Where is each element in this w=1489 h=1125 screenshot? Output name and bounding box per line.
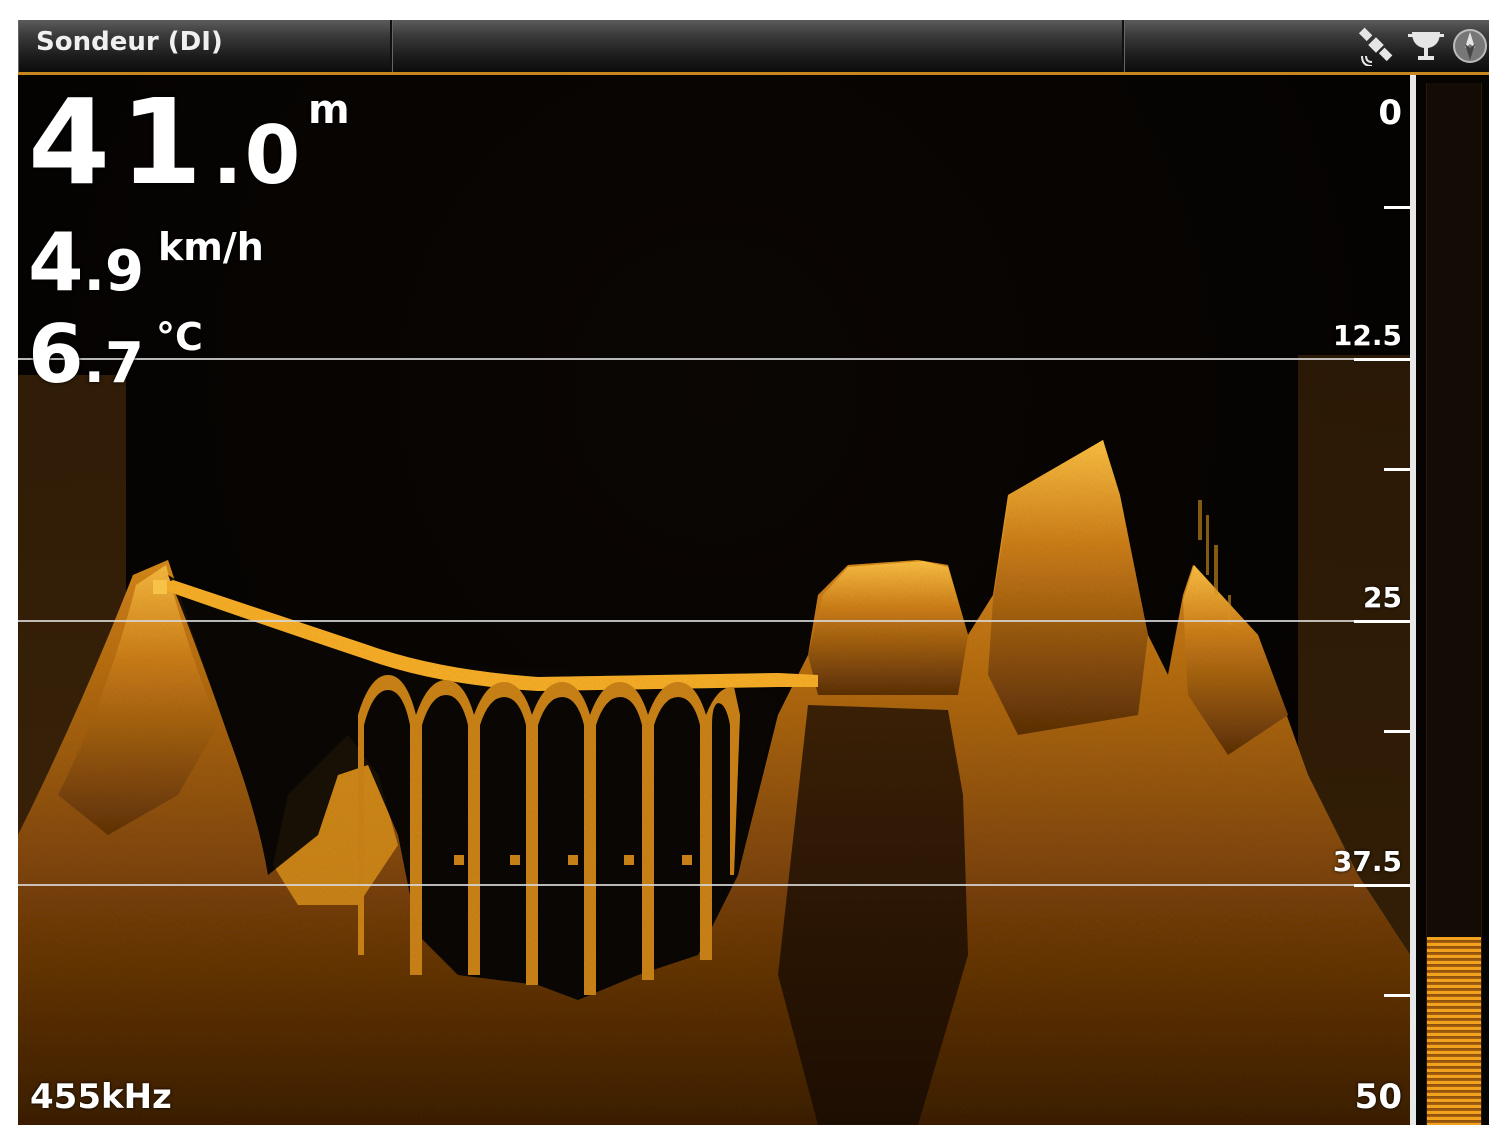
frequency-label: 455kHz (30, 1077, 172, 1117)
depth-scale-label: 37.5 (1332, 845, 1402, 878)
title-bar: Sondeur (DI) (18, 20, 1489, 75)
depth-value-dec: .0 (212, 109, 303, 202)
temperature-unit: °C (156, 315, 203, 359)
compass-icon (1453, 29, 1487, 63)
speed-value-int: 4 (28, 216, 84, 309)
speed-unit: km/h (158, 225, 264, 269)
sonar-device-screen: Sondeur (DI) (18, 20, 1489, 1125)
depth-value-int: 41 (28, 75, 213, 211)
gps-satellite-icon (1358, 27, 1393, 66)
depth-unit: m (308, 87, 350, 133)
depth-tick-major (1354, 884, 1410, 887)
depth-tick-major (1354, 358, 1410, 361)
speed-value-dec: .9 (83, 239, 144, 304)
signal-strength-track (1426, 83, 1482, 1125)
temperature-value-int: 6 (28, 308, 84, 401)
title-center-cell (392, 20, 1124, 72)
trophy-cup-icon (1408, 32, 1444, 60)
speed-readout: 4.9 (28, 223, 144, 312)
depth-tick-minor (1384, 994, 1410, 997)
sonar-display[interactable]: 41.0 m 4.9 km/h 6.7 °C 0 12.5 25 37.5 50… (18, 75, 1410, 1125)
depth-scale-label: 50 (1354, 1077, 1402, 1117)
depth-scale-label: 0 (1378, 93, 1402, 133)
temperature-readout: 6.7 (28, 315, 144, 404)
sonar-echo-image (18, 355, 1410, 1125)
depth-tick-major (1354, 620, 1410, 623)
depth-readout: 41.0 (28, 83, 302, 215)
depth-scale-bar (1410, 75, 1416, 1125)
view-title: Sondeur (DI) (36, 27, 223, 57)
depth-tick-minor (1384, 730, 1410, 733)
signal-strength-panel (1416, 75, 1489, 1125)
depth-tick-minor (1384, 468, 1410, 471)
signal-strength-fill (1427, 937, 1481, 1125)
depth-tick-minor (1384, 206, 1410, 209)
temperature-value-dec: .7 (83, 331, 144, 396)
depth-scale-label: 12.5 (1332, 319, 1402, 352)
title-tab[interactable]: Sondeur (DI) (18, 20, 392, 72)
depth-scale-label: 25 (1363, 581, 1402, 614)
